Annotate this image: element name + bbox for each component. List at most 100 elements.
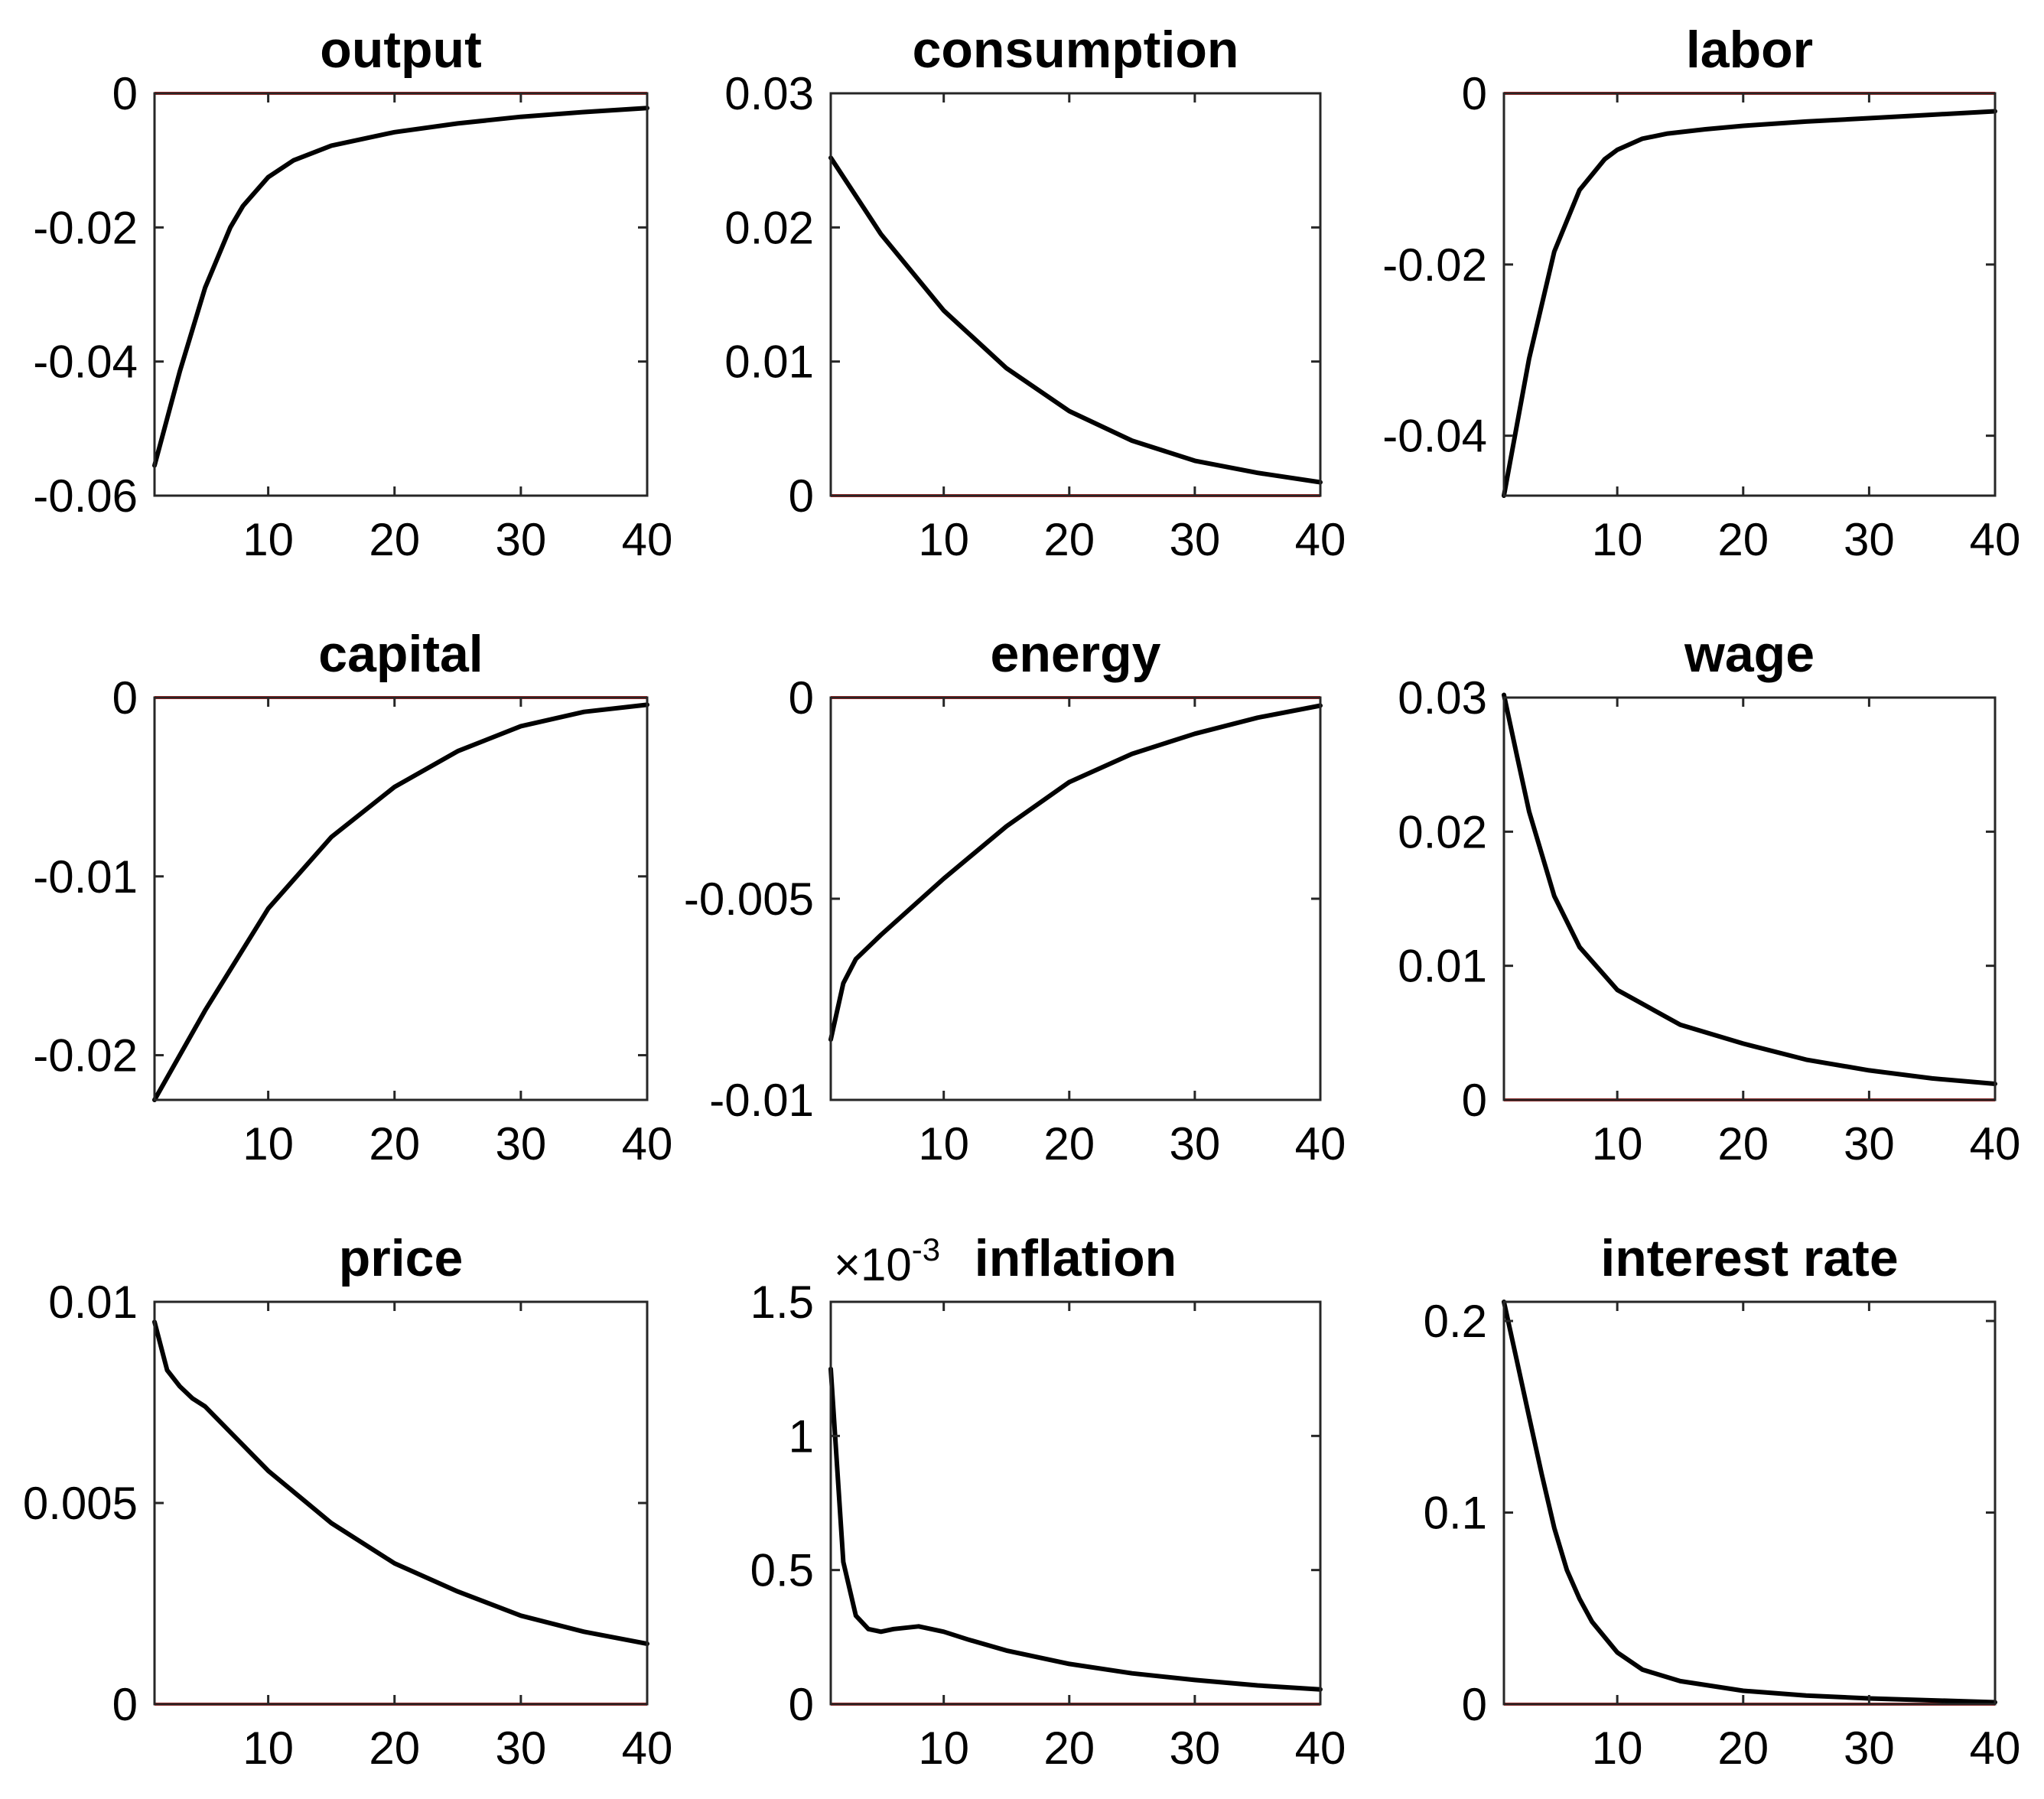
x-tick-label: 20 <box>1717 1723 1769 1774</box>
y-tick-label: 0 <box>1462 1679 1487 1730</box>
panel-price: 10 20 30 40 0.01 0.005 0 price <box>23 1229 673 1774</box>
y-tick-label: -0.02 <box>33 202 138 253</box>
y-tick-label: 0.01 <box>1398 941 1487 992</box>
axes-box <box>1502 1300 1997 1706</box>
panel-consumption: 10 20 30 40 0.03 0.02 0.01 0 consumption <box>724 21 1346 565</box>
x-tick-label: 30 <box>495 514 546 565</box>
y-tick-label: -0.01 <box>33 851 138 903</box>
y-tick-label: 1 <box>789 1410 814 1462</box>
plot-area <box>1504 1302 1995 1704</box>
y-tick-label: 0 <box>112 672 138 724</box>
panel-wage: 10 20 30 40 0.03 0.02 0.01 0 wage <box>1398 625 2020 1170</box>
chart-title: labor <box>1686 21 1813 79</box>
y-tick-label: 0 <box>1462 1075 1487 1126</box>
panel-energy: 10 20 30 40 0 -0.005 -0.01 energy <box>684 625 1346 1170</box>
x-tick-label: 40 <box>1295 1723 1346 1774</box>
y-tick-label: 0 <box>1462 68 1487 119</box>
x-tick-label: 30 <box>1170 514 1221 565</box>
panel-output: 10 20 30 40 0 -0.02 -0.04 -0.06 output <box>33 21 672 565</box>
y-tick-label: 0.5 <box>750 1545 814 1596</box>
series-line <box>828 155 1323 485</box>
series-line <box>828 703 1323 1043</box>
x-tick-label: 40 <box>1970 1723 2021 1774</box>
y-tick-label: 0 <box>112 68 138 119</box>
x-tick-label: 10 <box>918 514 969 565</box>
x-tick-label: 10 <box>242 1118 294 1170</box>
x-tick-label: 20 <box>1043 1723 1095 1774</box>
chart-title: energy <box>991 625 1161 683</box>
x-tick-label: 40 <box>1970 1118 2021 1170</box>
axes-box <box>153 92 649 497</box>
y-tick-label: -0.01 <box>709 1075 814 1126</box>
series-line <box>828 1366 1323 1692</box>
y-tick-label: 0 <box>789 470 814 522</box>
chart-title: output <box>320 21 481 79</box>
x-tick-label: 30 <box>1170 1723 1221 1774</box>
panel-inflation: 10 20 30 40 1.5 1 0.5 0 inflation ×10-3 <box>750 1229 1346 1774</box>
y-tick-label: -0.005 <box>684 873 814 925</box>
plot-area <box>155 1302 647 1704</box>
y-tick-label: 0.01 <box>724 337 814 388</box>
series-line <box>1502 109 1997 498</box>
series-line <box>152 106 649 468</box>
x-tick-label: 10 <box>918 1723 969 1774</box>
x-tick-label: 20 <box>369 1723 420 1774</box>
series-line <box>1502 1300 1997 1705</box>
y-tick-label: 0.01 <box>48 1277 138 1328</box>
x-tick-label: 30 <box>495 1118 546 1170</box>
x-tick-label: 20 <box>1043 1118 1095 1170</box>
x-tick-label: 20 <box>369 1118 420 1170</box>
x-tick-label: 30 <box>1844 1118 1895 1170</box>
x-tick-label: 10 <box>918 1118 969 1170</box>
y-tick-label: 0 <box>112 1679 138 1730</box>
x-tick-label: 10 <box>1592 1723 1643 1774</box>
chart-title: interest rate <box>1600 1229 1898 1287</box>
chart-title: price <box>339 1229 464 1287</box>
plot-area <box>831 698 1320 1100</box>
x-tick-label: 20 <box>1717 514 1769 565</box>
x-tick-label: 20 <box>369 514 420 565</box>
plot-area <box>831 1302 1320 1704</box>
scale-exponent-power: -3 <box>912 1231 940 1267</box>
x-tick-label: 10 <box>242 514 294 565</box>
panel-labor: 10 20 30 40 0 -0.02 -0.04 labor <box>1382 21 2020 565</box>
x-tick-label: 30 <box>1844 1723 1895 1774</box>
y-tick-label: 0.03 <box>724 68 814 119</box>
x-tick-label: 40 <box>622 1118 673 1170</box>
x-tick-label: 10 <box>1592 514 1643 565</box>
y-tick-label: 0.005 <box>23 1478 138 1529</box>
series-line <box>152 702 649 1102</box>
y-tick-label: -0.04 <box>33 337 138 388</box>
y-tick-label: 0 <box>789 672 814 724</box>
y-tick-label: 0.02 <box>1398 806 1487 857</box>
y-tick-label: -0.06 <box>33 470 138 522</box>
x-tick-label: 40 <box>1295 1118 1346 1170</box>
x-tick-label: 20 <box>1043 514 1095 565</box>
x-tick-label: 40 <box>622 514 673 565</box>
scale-exponent: ×10-3 <box>834 1231 940 1290</box>
y-tick-label: -0.02 <box>1382 239 1487 291</box>
plot-area <box>831 93 1320 496</box>
axes-box <box>829 1300 1322 1706</box>
axes-box <box>829 92 1322 497</box>
y-tick-label: 0.02 <box>724 202 814 253</box>
chart-title: consumption <box>913 21 1239 79</box>
y-tick-label: 1.5 <box>750 1277 814 1328</box>
x-tick-label: 10 <box>242 1723 294 1774</box>
x-tick-label: 10 <box>1592 1118 1643 1170</box>
axes-box <box>1502 696 1997 1101</box>
x-tick-label: 40 <box>1970 514 2021 565</box>
plot-area <box>155 698 647 1100</box>
x-tick-label: 30 <box>1170 1118 1221 1170</box>
chart-title: capital <box>318 625 483 683</box>
y-tick-label: 0 <box>789 1679 814 1730</box>
y-tick-label: 0.03 <box>1398 672 1487 724</box>
axes-box <box>1502 92 1997 497</box>
y-tick-label: 0.1 <box>1424 1488 1487 1539</box>
panel-capital: 10 20 30 40 0 -0.01 -0.02 capital <box>33 625 672 1170</box>
x-tick-label: 20 <box>1717 1118 1769 1170</box>
chart-title: inflation <box>975 1229 1177 1287</box>
axes-box <box>153 696 649 1101</box>
x-tick-label: 40 <box>622 1723 673 1774</box>
